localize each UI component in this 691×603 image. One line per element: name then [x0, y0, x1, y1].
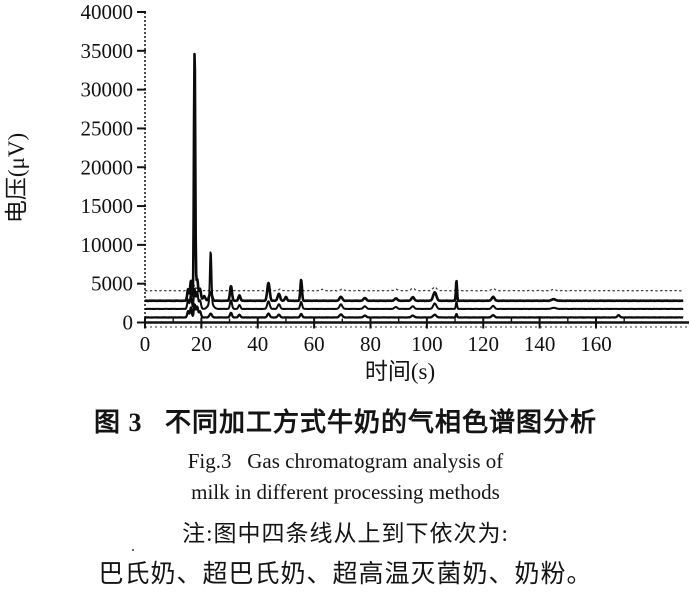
- y-tick-label-35000: 35000: [81, 39, 134, 63]
- y-tick-label-10000: 10000: [81, 233, 134, 257]
- x-axis-label: 时间(s): [365, 359, 435, 384]
- caption-title-en-line1: Fig.3 Gas chromatogram analysis of: [187, 449, 504, 473]
- trace-milk-powder: [144, 303, 684, 319]
- x-tick-label-80: 80: [360, 332, 381, 356]
- x-tick-label-0: 0: [140, 332, 151, 356]
- trace-pasteurized-milk: [144, 284, 684, 292]
- caption-note-line: 注:图中四条线从上到下依次为:: [182, 521, 509, 546]
- x-tick-label-60: 60: [304, 332, 325, 356]
- y-tick-label-20000: 20000: [81, 155, 134, 179]
- caption-title-en-line2: milk in different processing methods: [191, 480, 500, 504]
- trace-uht-milk: [144, 251, 684, 311]
- caption-note-series-list: 巴氏奶、超巴氏奶、超高温灭菌奶、奶粉。: [98, 561, 593, 588]
- trace-ultra-pasteurized-milk: [144, 52, 685, 303]
- x-tick-label-140: 140: [524, 332, 556, 356]
- plot-layer: 0 5000 10000 15000 20000 25000 30000 35000 40000…: [81, 0, 689, 356]
- scan-artifact-dot: ·: [130, 540, 136, 560]
- x-tick-label-120: 120: [468, 332, 500, 356]
- x-tick-label-20: 20: [191, 332, 212, 356]
- figure-captions: 图 3 不同加工方式牛奶的气相色谱图分析 Fig.3 Gas chromatog…: [0, 392, 691, 594]
- y-tick-label-0: 0: [123, 311, 134, 335]
- y-tick-label-25000: 25000: [81, 116, 134, 140]
- x-tick-label-40: 40: [247, 332, 268, 356]
- y-axis-label: 电压(μV): [4, 133, 29, 223]
- y-tick-label-5000: 5000: [91, 272, 133, 296]
- y-tick-label-30000: 30000: [81, 78, 134, 102]
- x-tick-label-160: 160: [580, 332, 612, 356]
- y-tick-label-15000: 15000: [81, 194, 134, 218]
- chromatogram-plot: 电压(μV) 时间(s) 0 5000 10000 15000 20000 25000 30…: [4, 0, 689, 384]
- y-tick-label-40000: 40000: [81, 0, 134, 24]
- caption-title-zh: 图 3 不同加工方式牛奶的气相色谱图分析: [93, 408, 597, 437]
- x-tick-label-100: 100: [411, 332, 443, 356]
